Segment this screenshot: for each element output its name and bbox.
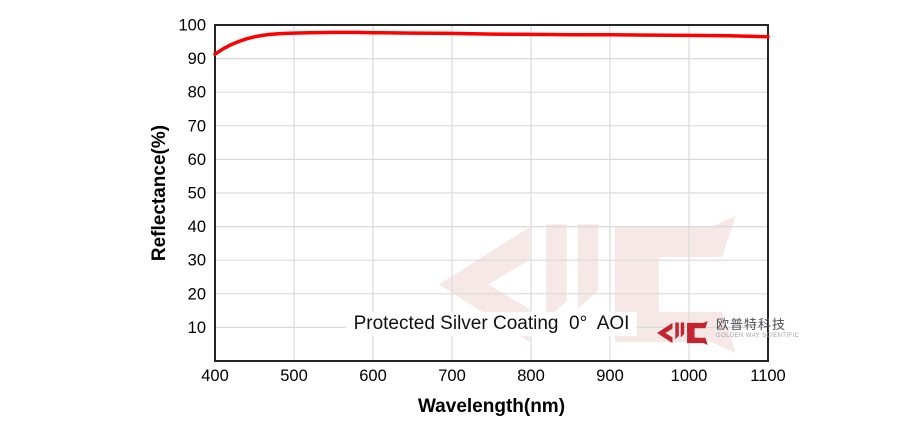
company-logo: 欧普特科技 GOLDEN WAY SCIENTIFIC bbox=[657, 317, 800, 345]
logo-mid-bar2-shape bbox=[680, 322, 685, 338]
y-tick-label: 10 bbox=[188, 319, 206, 337]
logo-right-c-shape bbox=[687, 321, 708, 345]
x-tick-label: 600 bbox=[359, 367, 387, 385]
logo-mid-bar-shape bbox=[675, 322, 679, 340]
logo-company-name-cn: 欧普特科技 bbox=[716, 317, 787, 332]
y-tick-label: 70 bbox=[188, 117, 206, 135]
x-tick-label: 400 bbox=[201, 367, 229, 385]
logo-company-name-en: GOLDEN WAY SCIENTIFIC bbox=[716, 333, 800, 340]
logo-right-c-shape bbox=[614, 216, 736, 353]
y-tick-label: 40 bbox=[188, 218, 206, 236]
coating-annotation: Protected Silver Coating 0° AOI bbox=[345, 312, 638, 336]
y-tick-label: 60 bbox=[188, 151, 206, 169]
x-axis-title: Wavelength(nm) bbox=[417, 396, 566, 417]
logo-left-arrow-shape bbox=[657, 322, 673, 344]
y-tick-label: 100 bbox=[178, 17, 206, 35]
logo-mid-bar2-shape bbox=[577, 224, 599, 310]
y-axis-title: Reflectance(%) bbox=[149, 124, 170, 262]
logo-emblem bbox=[657, 321, 708, 345]
y-tick-label: 90 bbox=[188, 50, 206, 68]
x-tick-label: 500 bbox=[280, 367, 308, 385]
logo-text-stack: 欧普特科技 GOLDEN WAY SCIENTIFIC bbox=[716, 317, 800, 340]
logo-mid-bar-shape bbox=[546, 224, 567, 321]
plot-frame bbox=[214, 24, 769, 362]
y-tick-label: 20 bbox=[188, 285, 206, 303]
x-tick-label: 700 bbox=[438, 367, 466, 385]
y-tick-label: 50 bbox=[188, 185, 206, 203]
x-tick-label: 1000 bbox=[671, 367, 708, 385]
annotation-wrap: Protected Silver Coating 0° AOI bbox=[215, 312, 768, 336]
x-tick-label: 900 bbox=[596, 367, 624, 385]
x-tick-label: 1100 bbox=[750, 367, 785, 385]
y-tick-label: 80 bbox=[188, 84, 206, 102]
reflectance-curve bbox=[213, 30, 770, 56]
y-tick-label: 30 bbox=[188, 252, 206, 270]
logo-emblem-box bbox=[657, 321, 711, 345]
x-tick-label: 800 bbox=[517, 367, 545, 385]
